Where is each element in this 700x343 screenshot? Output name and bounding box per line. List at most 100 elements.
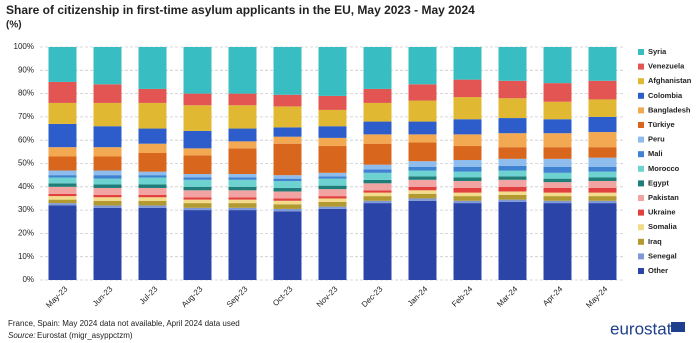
bar-segment (318, 201, 347, 207)
bar-segment (453, 134, 482, 147)
bar-segment (543, 147, 572, 159)
bar-segment (588, 157, 617, 167)
x-tick-label: Feb-24 (450, 284, 475, 309)
bar-segment (318, 146, 347, 173)
bar-segment (93, 187, 122, 195)
bar-segment (453, 166, 482, 172)
bar-segment (498, 98, 527, 119)
legend-swatch (638, 195, 644, 201)
bar-segment (228, 199, 257, 204)
bar-segment (408, 198, 437, 201)
bar-segment (273, 127, 302, 137)
bar-segment (363, 200, 392, 204)
legend-swatch (638, 78, 644, 85)
x-tick-label: May-23 (44, 284, 70, 310)
bar-segment (48, 199, 77, 204)
bar-segment (183, 105, 212, 131)
bar-segment (543, 172, 572, 179)
bar-segment (228, 197, 257, 200)
bar-segment (138, 47, 167, 89)
bar-segment (363, 169, 392, 173)
bar-segment (318, 198, 347, 202)
bar-segment (318, 206, 347, 209)
chart-title: Share of citizenship in first-time asylu… (6, 3, 475, 17)
bar-segment (318, 95, 347, 110)
x-tick-label: Apr-24 (541, 284, 565, 308)
bar-segment (408, 161, 437, 167)
y-tick-label: 60% (18, 135, 34, 144)
bar-segment (498, 165, 527, 171)
bar-segment (273, 94, 302, 107)
bar-segment (138, 171, 167, 176)
bar-segment (543, 83, 572, 102)
x-tick-label: Jun-23 (91, 284, 115, 308)
legend-label: Other (648, 266, 668, 275)
legend-swatch (638, 136, 644, 143)
bar-segment (498, 176, 527, 180)
x-tick-label: Oct-23 (271, 284, 295, 308)
bar-segment (408, 176, 437, 180)
bar-segment (363, 203, 392, 280)
bar-segment (498, 47, 527, 81)
bar-segment (408, 179, 437, 187)
bar-segment (498, 80, 527, 99)
y-tick-label: 50% (18, 159, 34, 168)
logo: eurostat (610, 319, 672, 338)
bar-segment (183, 186, 212, 191)
legend-swatch (638, 268, 644, 274)
x-tick-label: Jan-24 (406, 284, 430, 308)
bar-segment (228, 105, 257, 129)
bar-segment (498, 199, 527, 202)
bar-segment (48, 175, 77, 178)
bar-segment (48, 205, 77, 280)
bar-segment (588, 80, 617, 100)
bar-segment (408, 100, 437, 122)
y-tick-label: 20% (18, 229, 34, 238)
bar-segment (228, 93, 257, 106)
bar-segment (408, 170, 437, 177)
bar-segment (48, 147, 77, 157)
bar-segment (453, 119, 482, 135)
bar-segment (363, 143, 392, 165)
bar-segment (588, 99, 617, 117)
x-tick-label: Dec-23 (360, 284, 385, 309)
bar-segment (408, 47, 437, 85)
legend-label: Senegal (648, 251, 677, 260)
bar-segment (543, 166, 572, 173)
bar-segment (48, 196, 77, 200)
bar-segment (408, 121, 437, 135)
y-tick-label: 70% (18, 112, 34, 121)
bar-segment (183, 148, 212, 156)
bar-segment (93, 102, 122, 127)
bar-segment (183, 155, 212, 174)
bar-segment (498, 186, 527, 192)
bar-segment (93, 200, 122, 206)
bar-segment (183, 203, 212, 208)
bar-segment (93, 205, 122, 208)
bar-segment (588, 203, 617, 280)
y-tick-label: 0% (22, 275, 34, 284)
bar-segment (138, 194, 167, 198)
bar-segment (273, 143, 302, 176)
bar-segment (138, 153, 167, 172)
legend-swatch (638, 253, 644, 260)
bar-segment (48, 186, 77, 194)
bar-segment (273, 106, 302, 128)
bar-segment (363, 196, 392, 201)
legend-label: Somalia (648, 222, 678, 231)
bar-segment (93, 47, 122, 85)
bar-segment (588, 166, 617, 172)
bar-segment (363, 179, 392, 184)
bar-segment (93, 178, 122, 185)
bar-segment (48, 177, 77, 184)
bar-segment (228, 179, 257, 187)
bar-segment (363, 102, 392, 122)
bar-segment (48, 203, 77, 206)
bar-segment (543, 47, 572, 84)
bar-segment (363, 164, 392, 170)
bar-segment (318, 196, 347, 199)
bar-segment (543, 196, 572, 201)
bar-segment (183, 210, 212, 280)
y-tick-label: 80% (18, 89, 34, 98)
bar-segment (48, 170, 77, 176)
